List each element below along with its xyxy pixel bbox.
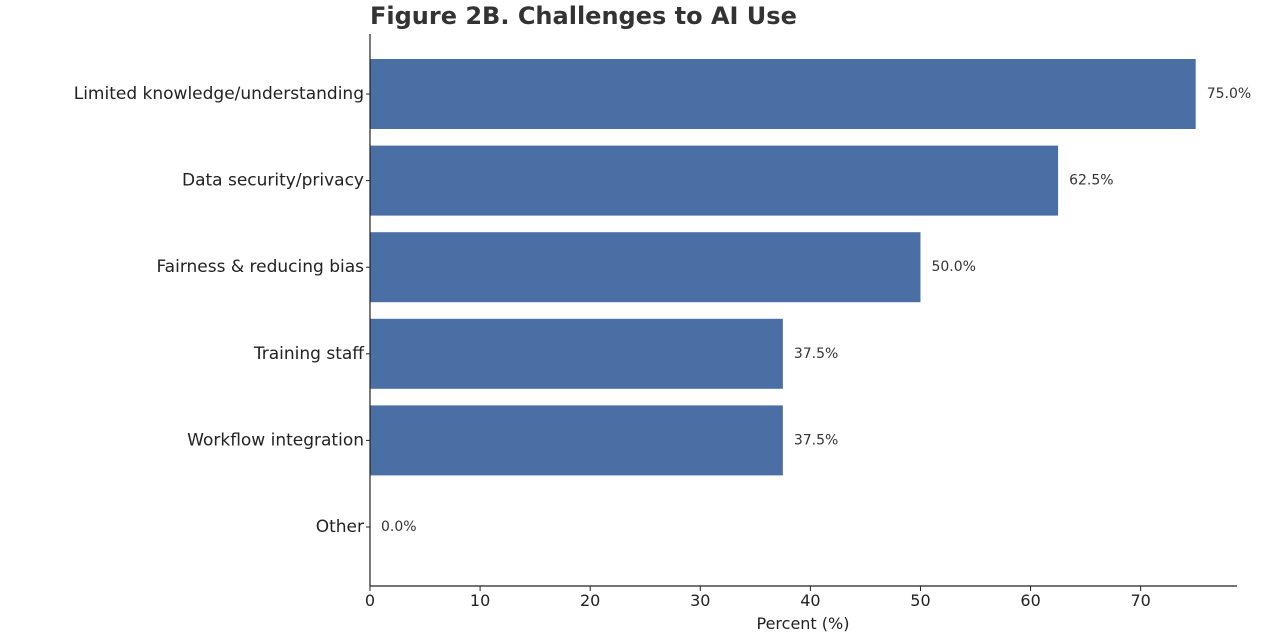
category-label: Fairness & reducing bias <box>156 257 364 277</box>
category-label: Limited knowledge/understanding <box>74 84 364 104</box>
data-label: 37.5% <box>794 346 838 362</box>
category-label: Training staff <box>253 344 365 364</box>
category-label: Data security/privacy <box>182 171 364 191</box>
x-tick-label: 70 <box>1130 591 1150 610</box>
x-tick-label: 0 <box>365 591 375 610</box>
data-label: 75.0% <box>1207 86 1251 102</box>
bar <box>370 232 921 303</box>
category-labels: Limited knowledge/understanding Data secu… <box>74 84 366 537</box>
bar <box>370 405 783 476</box>
bar <box>370 59 1196 129</box>
x-tick-label: 30 <box>690 591 710 610</box>
x-tick-label: 20 <box>580 591 600 610</box>
data-label: 62.5% <box>1069 173 1113 189</box>
x-tick-label: 50 <box>910 591 930 610</box>
data-label: 37.5% <box>794 432 838 448</box>
value-labels: 75.0% 62.5% 50.0% 37.5% 37.5% 0.0% <box>381 86 1251 535</box>
axes: 0 10 20 30 40 50 60 70 <box>365 34 1237 610</box>
data-label: 0.0% <box>381 519 417 535</box>
data-label: 50.0% <box>931 259 975 275</box>
category-label: Other <box>316 517 364 537</box>
category-label: Workflow integration <box>187 430 364 450</box>
x-tick-label: 10 <box>470 591 490 610</box>
x-axis-label: Percent (%) <box>757 614 850 633</box>
bar <box>370 318 783 389</box>
x-tick-label: 40 <box>800 591 820 610</box>
x-tick-label: 60 <box>1020 591 1040 610</box>
bar <box>370 145 1059 216</box>
chart-title: Figure 2B. Challenges to AI Use <box>370 2 797 30</box>
bars-layer <box>370 59 1196 476</box>
